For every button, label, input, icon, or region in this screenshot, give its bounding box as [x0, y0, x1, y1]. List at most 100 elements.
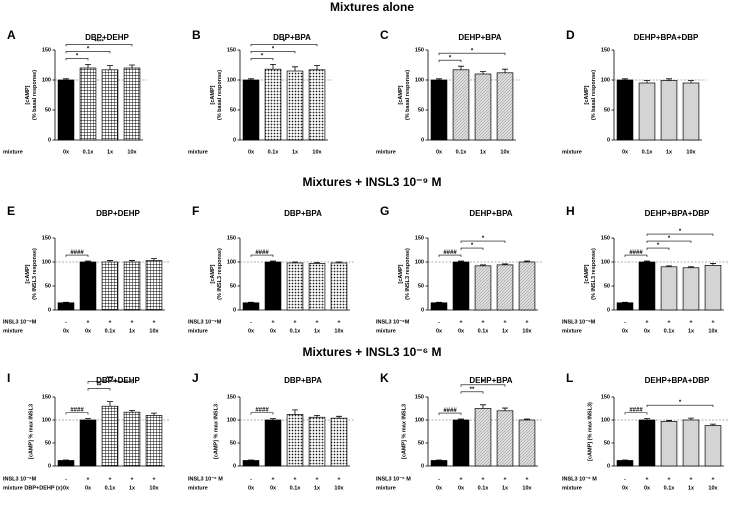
bar — [430, 460, 448, 467]
y-tick-label: 0 — [233, 463, 236, 469]
y-tick-label: 0 — [421, 307, 424, 313]
y-tick-label: 0 — [607, 137, 610, 143]
error-bar — [502, 68, 508, 73]
error-bar — [644, 80, 650, 83]
error-bar — [336, 261, 342, 263]
error-bar — [292, 66, 298, 71]
panel-label: E — [7, 204, 15, 218]
x-tick-label: + — [503, 319, 506, 325]
x-row-name: mixture — [188, 149, 208, 155]
x-tick-label: + — [645, 476, 648, 482]
y-tick-label: 100 — [227, 417, 236, 423]
x-row-name: INSL3 10⁻⁹M — [3, 319, 37, 325]
x-tick-label: 0.1x — [105, 328, 117, 334]
error-bar — [129, 260, 135, 262]
significance-label: * — [482, 380, 485, 386]
significance-bracket — [65, 412, 89, 415]
error-bar — [129, 409, 135, 413]
x-tick-label: 1x — [107, 149, 114, 155]
y-tick-label: 50 — [45, 440, 51, 446]
y-tick-label: 50 — [604, 107, 610, 113]
panel-label: B — [192, 28, 201, 42]
x-tick-label: - — [438, 319, 440, 325]
x-tick-label: 1x — [502, 328, 509, 334]
bar — [145, 260, 163, 311]
error-bar — [151, 258, 157, 261]
bar — [638, 419, 656, 467]
significance-bracket — [438, 52, 506, 56]
error-bar — [248, 78, 254, 80]
bar — [308, 263, 326, 311]
y-axis-label: (% INSL3 response) — [217, 248, 223, 300]
significance-bracket — [250, 412, 274, 415]
x-tick-label: + — [315, 319, 318, 325]
y-axis-label: (% basal response) — [405, 70, 411, 120]
x-tick-label: + — [645, 319, 648, 325]
x-row-name: INSL3 10⁻⁹M — [562, 319, 596, 325]
y-tick-label: 150 — [227, 235, 236, 241]
error-bar — [270, 260, 276, 262]
x-tick-label: 10x — [708, 485, 718, 491]
x-tick-label: 0.1x — [290, 485, 302, 491]
error-bar — [502, 407, 508, 411]
x-tick-label: 1x — [314, 328, 321, 334]
error-bar — [107, 65, 113, 70]
y-tick-label: 100 — [601, 417, 610, 423]
y-axis-label: [cAMP] % max INSL3 — [28, 404, 34, 459]
x-tick-label: - — [250, 476, 252, 482]
y-tick-label: 0 — [421, 137, 424, 143]
x-tick-label: 0.1x — [664, 485, 676, 491]
significance-label: * — [679, 400, 682, 406]
y-axis-label: [cAMP] — [398, 264, 404, 283]
y-axis-label: (% INSL3 response) — [405, 248, 411, 300]
x-tick-label: 0.1x — [478, 485, 490, 491]
x-row-name: mixture — [562, 485, 582, 491]
x-tick-label: + — [525, 319, 528, 325]
bar — [660, 266, 678, 311]
x-row-name: mixture DBP+DEHP (x) — [3, 485, 63, 491]
x-tick-label: + — [503, 476, 506, 482]
error-bar — [270, 64, 276, 70]
bar — [616, 79, 634, 141]
x-tick-label: + — [711, 476, 714, 482]
x-tick-label: 0.1x — [664, 328, 676, 334]
bar — [638, 261, 656, 311]
x-tick-label: + — [337, 319, 340, 325]
bar — [330, 417, 348, 467]
y-axis-label: [cAMP] — [584, 264, 590, 283]
significance-label: ** — [470, 387, 475, 393]
significance-bracket — [646, 233, 714, 237]
y-axis-label: (% INSL3 response) — [32, 248, 38, 300]
y-axis-label: [cAMP] (% max INSL3) — [587, 402, 593, 461]
x-tick-label: 0.1x — [83, 149, 95, 155]
y-axis-label: (% basal response) — [217, 70, 223, 120]
y-tick-label: 150 — [42, 47, 51, 53]
x-tick-label: 1x — [688, 485, 695, 491]
bar — [430, 302, 448, 311]
y-tick-label: 100 — [227, 77, 236, 83]
x-tick-label: 10x — [149, 328, 159, 334]
bar — [308, 416, 326, 467]
significance-label: #### — [70, 408, 84, 414]
bar — [452, 261, 470, 311]
panel-title: DEHP+BPA — [458, 33, 501, 42]
error-bar — [85, 64, 91, 68]
significance-label: * — [272, 46, 275, 52]
bar — [242, 79, 260, 141]
y-tick-label: 50 — [604, 283, 610, 289]
panel-label: F — [192, 204, 199, 218]
x-tick-label: 0x — [622, 149, 629, 155]
y-tick-label: 150 — [227, 394, 236, 400]
y-tick-label: 0 — [48, 137, 51, 143]
x-tick-label: 0x — [622, 328, 629, 334]
x-tick-label: 0x — [458, 328, 465, 334]
x-tick-label: + — [315, 476, 318, 482]
x-tick-label: + — [130, 319, 133, 325]
significance-label: * — [87, 46, 90, 52]
bar — [682, 419, 700, 467]
y-axis-label: [cAMP] — [398, 85, 404, 104]
bar — [145, 415, 163, 467]
y-axis-label: (% INSL3 response) — [591, 248, 597, 300]
panel-title: DEHP+BPA+DBP — [645, 209, 710, 218]
